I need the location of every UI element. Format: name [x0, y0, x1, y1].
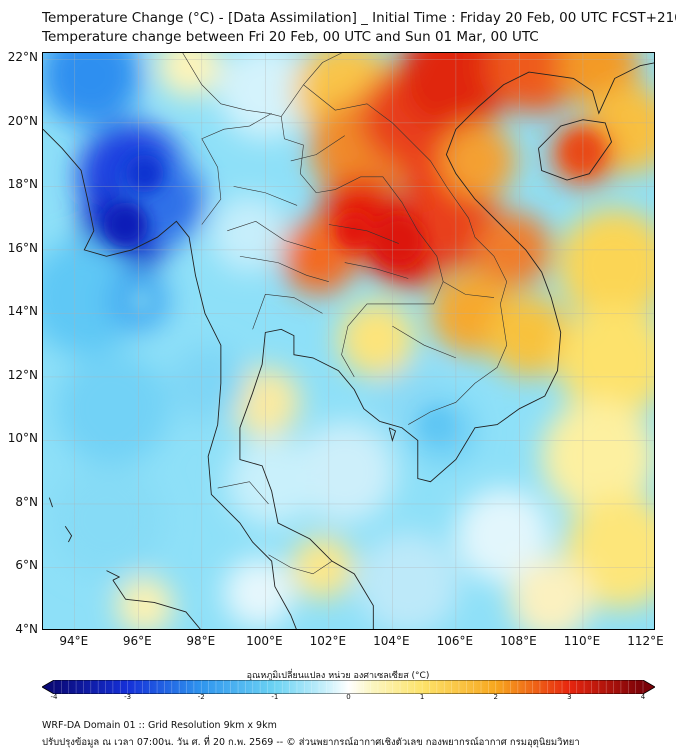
latitude-label: 6°N [15, 558, 38, 573]
field-patch [43, 53, 142, 127]
field-patch [455, 488, 552, 584]
coastline [43, 128, 297, 629]
border-line [392, 325, 457, 359]
longitude-label: 108°E [500, 634, 537, 648]
model-info: WRF-DA Domain 01 :: Grid Resolution 9km … [42, 720, 277, 731]
border-line [252, 294, 323, 330]
border-line [328, 224, 399, 244]
border-line [233, 186, 298, 206]
longitude-label: 100°E [246, 634, 283, 648]
latitude-label: 22°N [7, 50, 38, 65]
colorbar-title: อุณหภูมิเปลี่ยนแปลง หน่วย องศาเซลเซียส (… [246, 671, 430, 681]
longitude-label: 106°E [436, 634, 474, 648]
map-subtitle: Temperature change between Fri 20 Feb, 0… [42, 29, 539, 45]
field-patch [103, 202, 148, 247]
field-patch [335, 211, 374, 250]
longitude-label: 104°E [373, 634, 410, 648]
field-patch [157, 53, 221, 98]
coastline [239, 62, 654, 629]
coastlines [43, 62, 654, 629]
coastline [106, 570, 121, 581]
coastline [64, 525, 73, 543]
border-line [303, 84, 508, 425]
border-line [217, 481, 269, 505]
colorbar-tick-label: 2 [493, 693, 498, 701]
border-line [182, 53, 342, 117]
colorbar-tick-label: 1 [419, 693, 425, 701]
field-patch [116, 577, 174, 629]
latitude-label: 12°N [7, 367, 38, 382]
longitude-label: 102°E [309, 634, 347, 648]
colorbar-tick-label: 4 [640, 693, 646, 701]
latitude-label: 18°N [7, 177, 38, 192]
colorbar-tick-label: -1 [271, 693, 279, 701]
field-patch [125, 154, 164, 193]
latitude-label: 8°N [15, 494, 38, 509]
field-patch [128, 288, 155, 314]
border-line [268, 554, 333, 575]
longitude-label: 112°E [627, 634, 664, 648]
coastline [388, 427, 397, 443]
border-line [227, 220, 317, 251]
border-line [201, 113, 272, 225]
colorbar-tick-label: 3 [567, 693, 572, 701]
colorbar-tick-label: 0 [346, 693, 351, 701]
field-patch [49, 462, 164, 578]
border-line [290, 135, 345, 162]
border-line [280, 116, 444, 378]
field-patch [557, 208, 654, 323]
colorbar-tick-label: -4 [50, 693, 58, 701]
coastline [538, 119, 613, 181]
field-patch [357, 532, 460, 629]
border-line [443, 281, 495, 298]
field-patch [373, 214, 425, 266]
temperature-change-map[interactable] [42, 52, 655, 630]
field-patch [420, 408, 453, 441]
map-gridlines [43, 53, 654, 629]
border-line [344, 262, 409, 279]
field-patch [293, 421, 396, 524]
field-patch [541, 399, 654, 514]
field-patch [43, 240, 142, 355]
latitude-label: 20°N [7, 113, 38, 128]
latitude-label: 4°N [15, 622, 38, 636]
colorbar [42, 680, 655, 694]
latitude-label: 16°N [7, 240, 38, 255]
field-patch [440, 122, 517, 200]
colorbar-min-arrow [42, 680, 54, 694]
longitude-label: 110°E [563, 634, 601, 648]
coastline [112, 579, 201, 629]
update-info: ปรับปรุงข้อมูล ณ เวลา 07:00น. วัน ศ. ที่… [42, 737, 580, 748]
field-patch [55, 351, 171, 466]
longitude-label: 98°E [186, 634, 216, 648]
field-patch [487, 294, 571, 377]
field-patch [557, 303, 654, 419]
longitude-label: 94°E [59, 634, 89, 648]
latitude-label: 14°N [7, 304, 38, 319]
map-title: Temperature Change (°C) - [Data Assimila… [42, 10, 676, 26]
province-borders [182, 53, 508, 575]
longitude-label: 96°E [122, 634, 152, 648]
field-patch [224, 557, 294, 628]
field-patch [227, 437, 317, 527]
map-canvas [43, 53, 654, 629]
field-patch [170, 345, 247, 422]
field-patch [211, 195, 288, 273]
field-patch [338, 300, 415, 377]
field-patch [509, 557, 593, 629]
colorbar-gradient [54, 680, 643, 694]
temperature-field-detail [103, 132, 603, 441]
coastline [48, 497, 53, 508]
colorbar-tick-label: -2 [197, 693, 205, 701]
latitude-label: 10°N [7, 431, 38, 446]
colorbar-tick-label: -3 [124, 693, 132, 701]
border-line [239, 255, 329, 282]
colorbar-max-arrow [643, 680, 655, 694]
